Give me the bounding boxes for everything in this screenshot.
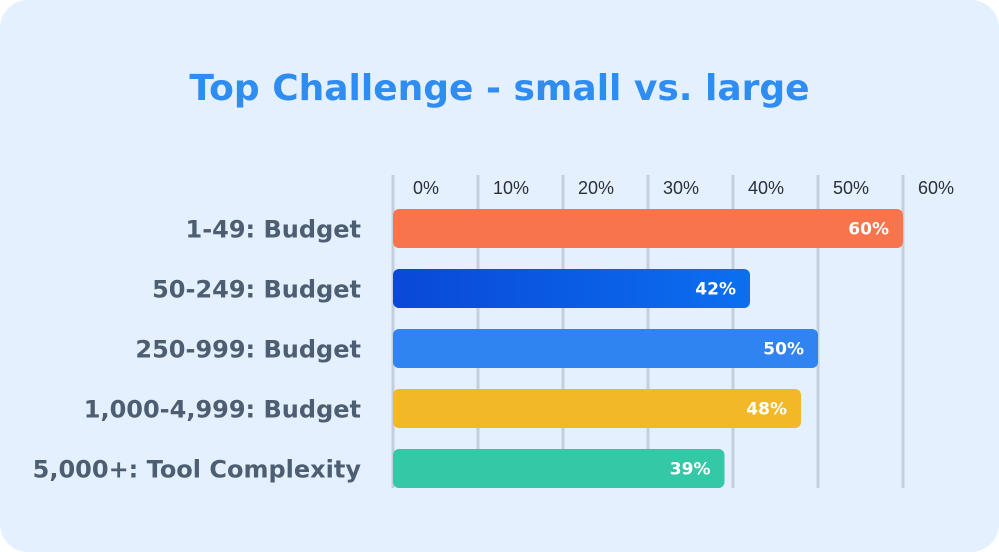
x-tick-label: 60% [918,178,954,198]
x-tick-label: 50% [833,178,869,198]
category-label: 5,000+: Tool Complexity [33,456,362,484]
bar [393,209,903,248]
value-label: 39% [670,460,711,480]
x-tick-label: 30% [663,178,699,198]
x-tick-label: 20% [578,178,614,198]
bar [393,329,818,368]
value-labels: 60% 42% 50% 48% 39% [670,220,889,480]
bar [393,389,801,428]
x-tick-label: 0% [413,178,439,198]
category-label: 1-49: Budget [186,216,362,244]
x-tick-label: 40% [748,178,784,198]
chart-title: Top Challenge - small vs. large [189,68,810,109]
value-label: 50% [763,340,804,360]
category-label: 1,000-4,999: Budget [84,396,361,424]
category-label: 250-999: Budget [135,336,361,364]
bars [393,209,903,488]
bar [393,449,725,488]
value-label: 60% [848,220,889,240]
category-labels: 1-49: Budget 50-249: Budget 250-999: Budge… [33,216,362,484]
x-axis-ticks: 0% 10% 20% 30% 40% 50% 60% [413,178,954,198]
x-tick-label: 10% [493,178,529,198]
category-label: 50-249: Budget [152,276,361,304]
value-label: 42% [695,280,736,300]
bar [393,269,750,308]
value-label: 48% [746,400,787,420]
